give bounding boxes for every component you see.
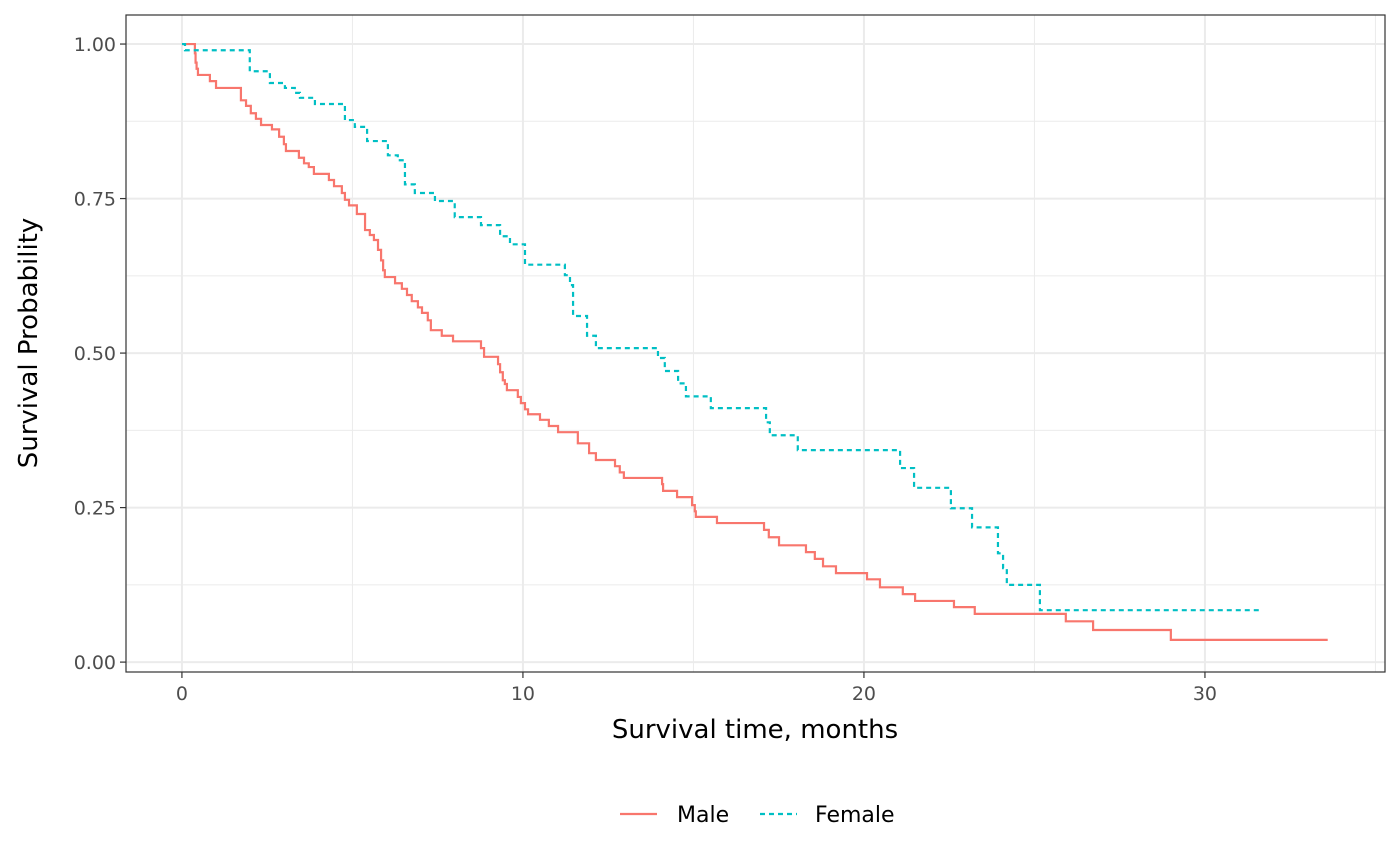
x-tick-label: 0 [176,683,188,705]
legend-label-female: Female [815,803,895,828]
x-tick-label: 10 [511,683,535,705]
series-line-female [181,42,1260,612]
legend: Male Female [620,803,895,828]
y-tick-label: 0.00 [74,652,116,674]
x-tick-label: 30 [1193,683,1217,705]
y-tick-label: 0.25 [74,498,116,520]
legend-label-male: Male [677,803,729,828]
grid [126,15,1385,672]
x-axis-title: Survival time, months [612,715,898,745]
plot-panel-border [125,14,1386,673]
series-lines [181,42,1328,641]
y-axis-title: Survival Probability [14,218,44,469]
y-tick-label: 0.75 [74,189,116,211]
axis-ticks: 0 10 20 30 0.00 0.25 0.50 0.75 1.00 [74,34,1217,705]
series-line-male [181,42,1328,641]
y-tick-label: 0.50 [74,343,116,365]
x-tick-label: 20 [852,683,876,705]
y-tick-label: 1.00 [74,34,116,56]
